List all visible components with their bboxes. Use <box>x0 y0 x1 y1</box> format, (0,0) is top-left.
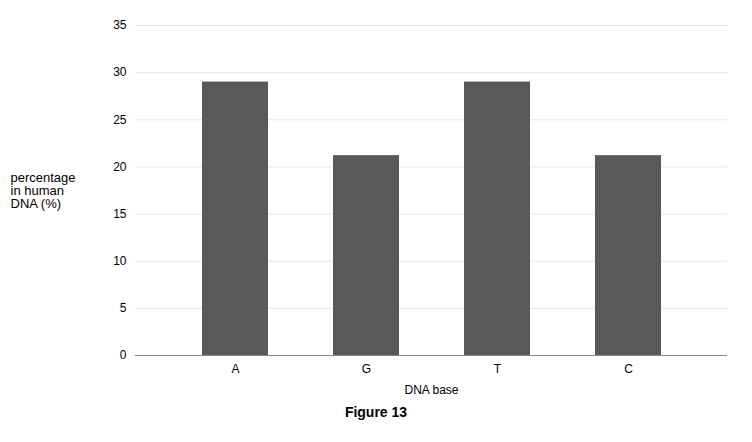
html-text:Figure 13: Figure 13 <box>344 404 408 420</box>
svg-text:0: 0 <box>120 348 127 362</box>
svg-text:T: T <box>494 362 502 376</box>
svg-text:15: 15 <box>113 207 127 221</box>
svg-text:A: A <box>231 362 239 376</box>
svg-text:5: 5 <box>120 301 127 315</box>
svg-text:C: C <box>624 362 633 376</box>
svg-text:20: 20 <box>113 160 127 174</box>
svg-text:35: 35 <box>113 18 127 32</box>
svg-text:percentagein humanDNA (%): percentagein humanDNA (%) <box>11 170 76 211</box>
svg-text:30: 30 <box>113 65 127 79</box>
svg-text:25: 25 <box>113 113 127 127</box>
svg-text:G: G <box>362 362 371 376</box>
svg-text:DNA base: DNA base <box>404 383 458 397</box>
svg-text:10: 10 <box>113 254 127 268</box>
